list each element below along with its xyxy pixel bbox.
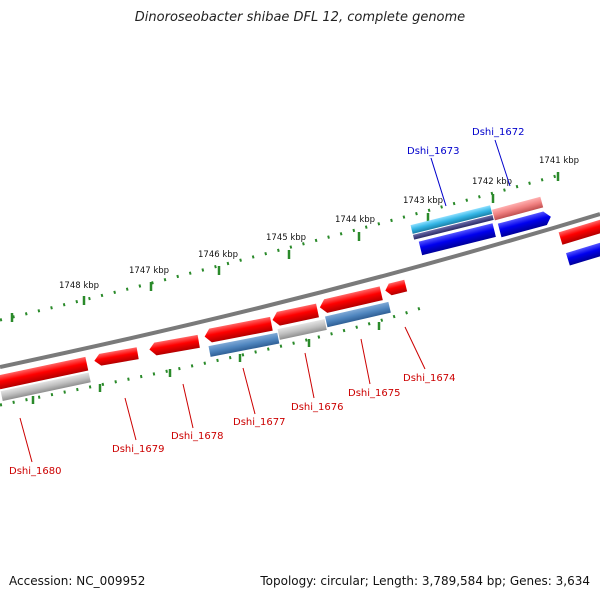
gene-leader-lines (19, 139, 511, 463)
gene-Dshi_1673-rna (410, 205, 493, 234)
gene-Dshi_1680-rna (0, 372, 91, 401)
scale-label: 1746 kbp (198, 250, 238, 260)
gene-label[interactable]: Dshi_1673 (407, 146, 459, 157)
scale-label: 1741 kbp (539, 156, 579, 166)
map-title: Dinoroseobacter shibae DFL 12, complete … (134, 10, 466, 25)
scale-label: 1748 kbp (59, 281, 99, 291)
gene-label[interactable]: Dshi_1676 (291, 402, 343, 413)
gene-Dshi_1677-rna (208, 332, 280, 357)
scale-labels: 1748 kbp 1747 kbp 1746 kbp 1745 kbp 1744… (59, 156, 579, 291)
gene-label[interactable]: Dshi_1679 (112, 444, 164, 455)
gene-label[interactable]: Dshi_1674 (403, 373, 455, 384)
gene-label[interactable]: Dshi_1678 (171, 431, 223, 442)
gene-Dshi_1675[interactable] (318, 286, 383, 314)
scale-label: 1743 kbp (403, 196, 443, 206)
accession-label: Accession: NC_009952 (9, 574, 146, 588)
gene-Dshi_1677[interactable] (203, 316, 273, 344)
gene-Dshi_1673-rna-shadow (412, 214, 494, 240)
gene-Dshi_1672[interactable] (497, 210, 553, 238)
outer-tick-track (0, 173, 561, 322)
gene-labels-reverse: Dshi_1680 Dshi_1679 Dshi_1678 Dshi_1677 … (9, 373, 455, 477)
inner-major-ticks (31, 322, 381, 404)
gene-label[interactable]: Dshi_1680 (9, 466, 61, 477)
genome-backbone (0, 212, 600, 369)
scale-label: 1742 kbp (472, 177, 512, 187)
gene-adjacent-forward-2[interactable] (566, 239, 600, 266)
scale-label: 1747 kbp (129, 266, 169, 276)
scale-label: 1745 kbp (266, 233, 306, 243)
gene-Dshi_1672-rna (492, 196, 544, 221)
genome-summary: Topology: circular; Length: 3,789,584 bp… (260, 574, 590, 588)
scale-label: 1744 kbp (335, 215, 375, 225)
gene-Dshi_1680[interactable] (0, 356, 89, 390)
gene-Dshi_1675-rna (325, 301, 391, 328)
gene-Dshi_1679[interactable] (93, 347, 139, 366)
gene-Dshi_1676[interactable] (271, 303, 319, 327)
gene-Dshi_1676-rna (277, 319, 327, 340)
outer-major-ticks (10, 172, 560, 322)
gene-labels-forward: Dshi_1673 Dshi_1672 (407, 127, 524, 157)
gene-label[interactable]: Dshi_1675 (348, 388, 400, 399)
gene-adjacent-forward[interactable] (558, 219, 600, 245)
reverse-strand-genes (0, 279, 408, 401)
gene-label[interactable]: Dshi_1672 (472, 127, 524, 138)
forward-strand-genes (410, 196, 600, 266)
gene-Dshi_1678[interactable] (148, 334, 200, 356)
gene-label[interactable]: Dshi_1677 (233, 417, 285, 428)
gene-Dshi_1673[interactable] (418, 223, 496, 256)
gene-Dshi_1674[interactable] (384, 279, 408, 297)
